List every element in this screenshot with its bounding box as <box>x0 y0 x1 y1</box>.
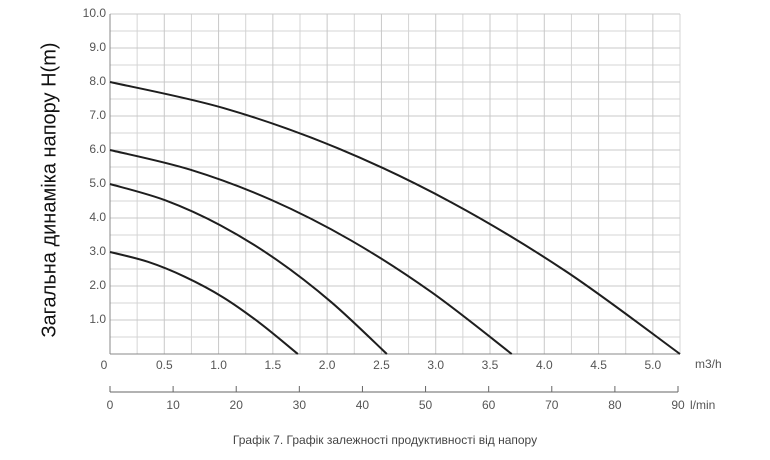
x2-tick-label: 0 <box>107 398 114 412</box>
y-tick-label: 8.0 <box>89 74 106 88</box>
x-tick-label: 1.5 <box>265 358 282 372</box>
x-unit: m3/h <box>695 357 722 371</box>
x-tick-label: 0.5 <box>156 358 173 372</box>
x-tick-label: 2.5 <box>373 358 390 372</box>
x-tick-label: 0 <box>101 358 108 372</box>
pump-curve <box>109 149 513 355</box>
x-tick-label: 4.0 <box>536 358 553 372</box>
x-tick-label: 1.0 <box>210 358 227 372</box>
x2-unit: l/min <box>690 398 715 412</box>
x-tick-label: 3.0 <box>427 358 444 372</box>
x2-tick-label: 80 <box>608 398 622 412</box>
x2-tick-label: 60 <box>482 398 496 412</box>
pump-curve <box>109 81 681 355</box>
y-tick-label: 3.0 <box>89 244 106 258</box>
x-tick-label: 2.0 <box>319 358 336 372</box>
x2-tick-label: 40 <box>356 398 370 412</box>
y-tick-label: 10.0 <box>83 6 107 20</box>
x2-tick-label: 90 <box>671 398 685 412</box>
x2-tick-label: 70 <box>545 398 559 412</box>
y-tick-label: 5.0 <box>89 176 106 190</box>
y-tick-label: 4.0 <box>89 210 106 224</box>
y-tick-label: 2.0 <box>89 278 106 292</box>
pump-curve <box>109 183 388 355</box>
y-tick-label: 9.0 <box>89 40 106 54</box>
x-tick-label: 3.5 <box>482 358 499 372</box>
x2-tick-label: 20 <box>230 398 244 412</box>
pump-curve <box>109 251 299 355</box>
y-tick-label: 1.0 <box>89 312 106 326</box>
y-tick-label: 7.0 <box>89 108 106 122</box>
x2-tick-label: 10 <box>166 398 180 412</box>
y-axis-label: Загальна динаміка напору H(m) <box>38 42 60 337</box>
caption: Графік 7. Графік залежності продуктивнос… <box>233 433 537 447</box>
x-tick-label: 5.0 <box>645 358 662 372</box>
x-tick-label: 4.5 <box>590 358 607 372</box>
x2-tick-label: 50 <box>419 398 433 412</box>
x2-tick-label: 30 <box>293 398 307 412</box>
y-tick-label: 6.0 <box>89 142 106 156</box>
